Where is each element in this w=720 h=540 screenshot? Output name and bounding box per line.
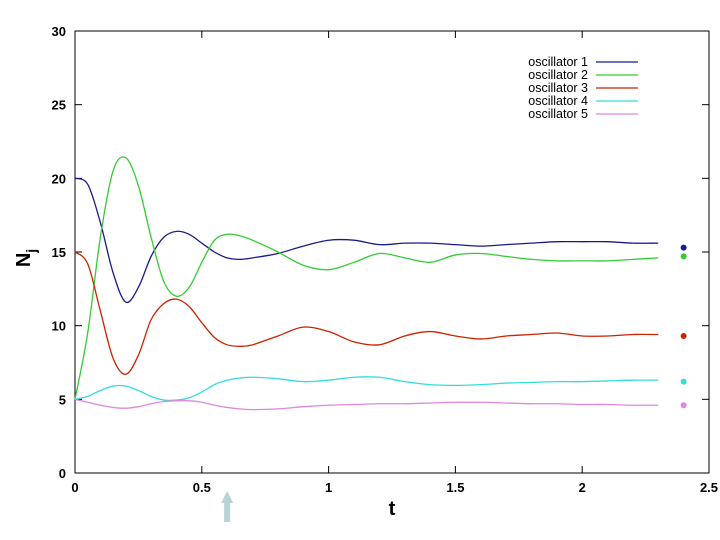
series-line-oscillator-2 [74, 156, 659, 400]
x-tick-label: 0 [71, 480, 78, 495]
series-line-oscillator-4 [74, 376, 659, 402]
time-marker-arrowhead [221, 491, 234, 503]
y-axis-label-main: N [13, 253, 35, 267]
y-axis-label-subscript: j [23, 249, 39, 254]
end-markers [680, 244, 687, 409]
legend-label-oscillator-5: oscillator 5 [528, 107, 588, 121]
end-marker-oscillator-2 [680, 253, 687, 260]
series-line-oscillator-5 [74, 398, 659, 411]
series-line-oscillator-3 [74, 251, 659, 375]
end-marker-oscillator-1 [680, 244, 687, 251]
end-marker-oscillator-4 [680, 378, 687, 385]
series-line-oscillator-1 [74, 177, 659, 304]
y-tick-label: 25 [52, 98, 66, 113]
y-tick-label: 30 [52, 24, 66, 39]
y-tick-label: 5 [59, 392, 66, 407]
axis-ticks: 0 0.5 1 1.5 2 2.5 0 5 10 15 20 25 30 [52, 24, 719, 495]
end-marker-oscillator-3 [680, 332, 687, 339]
y-tick-label: 0 [59, 466, 66, 481]
time-marker-shaft [224, 503, 231, 522]
x-axis-label: t [389, 498, 396, 520]
legend-label-oscillator-4: oscillator 4 [528, 94, 588, 108]
legend-label-oscillator-1: oscillator 1 [528, 55, 588, 69]
y-tick-label: 15 [52, 245, 66, 260]
plot-frame [74, 30, 710, 474]
series-layer [74, 156, 659, 411]
end-marker-oscillator-5 [680, 402, 687, 409]
legend-label-oscillator-3: oscillator 3 [528, 81, 588, 95]
y-axis-label: Nj [13, 249, 39, 267]
x-tick-label: 2 [579, 480, 586, 495]
y-tick-label: 10 [52, 319, 66, 334]
x-tick-label: 1.5 [446, 480, 464, 495]
x-tick-label: 0.5 [193, 480, 211, 495]
y-tick-label: 20 [52, 171, 66, 186]
x-tick-label: 2.5 [700, 480, 718, 495]
x-tick-label: 1 [325, 480, 332, 495]
legend-label-oscillator-2: oscillator 2 [528, 68, 588, 82]
time-marker-arrow [221, 491, 234, 522]
